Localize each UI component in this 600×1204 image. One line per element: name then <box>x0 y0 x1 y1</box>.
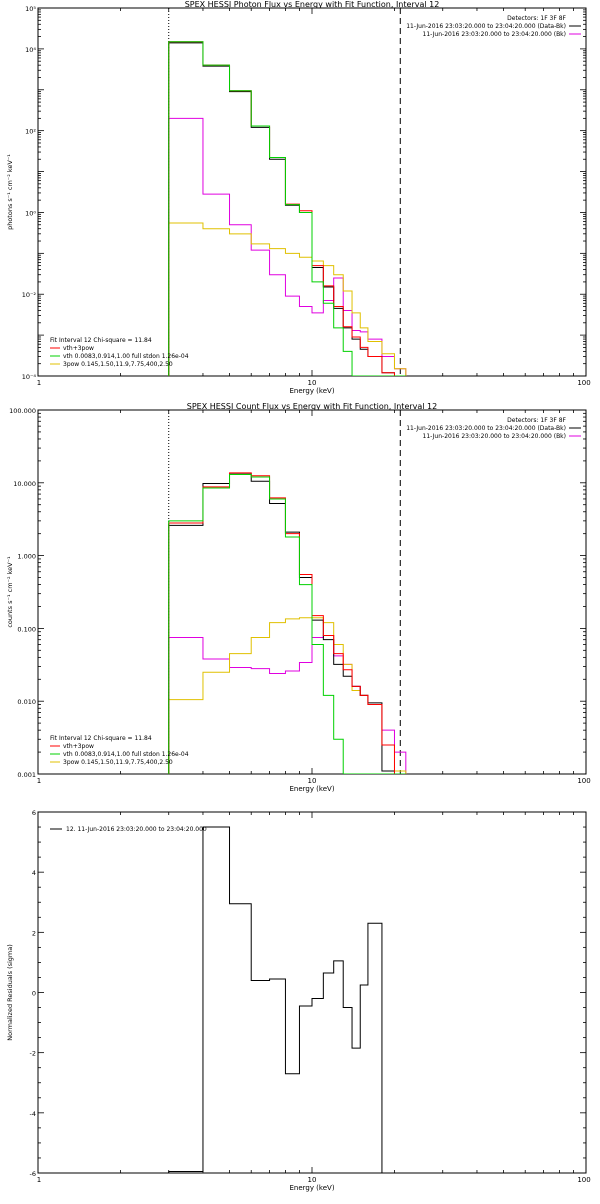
y-tick-label: 10.000 <box>13 480 36 488</box>
y-tick-label: 10⁵ <box>25 5 36 13</box>
legend-data-label: 11-Jun-2016 23:03:20.000 to 23:04:20.000… <box>406 425 566 432</box>
chart-panel-3: 1 10 100 Energy (keV) -6 -4 -2 0 2 4 6 Normalized R… <box>6 809 591 1192</box>
y-tick-label: 2 <box>32 929 36 937</box>
chart-panel-2: 1 10 100 Energy (keV) 0.001 0.010 0.100 1.000 10… <box>6 402 591 793</box>
legend-fit-label: Fit Interval 12 Chi-square = 11.84 <box>50 735 152 742</box>
x-tick-label: 10 <box>308 777 317 785</box>
y-tick-label: 0.001 <box>17 771 36 779</box>
plot-frame <box>37 811 587 1174</box>
legend-bk-label: 11-Jun-2016 23:03:20.000 to 23:04:20.000… <box>423 433 566 440</box>
y-axis-label: Normalized Residuals (sigma) <box>6 944 14 1041</box>
legend-left: 12. 11-Jun-2016 23:03:20.000 to 23:04:20… <box>50 826 207 833</box>
series-vth-3pow <box>168 472 406 774</box>
series-data <box>168 472 406 774</box>
y-tick-label: 100.000 <box>9 407 36 415</box>
series-group <box>168 826 406 1173</box>
x-tick-label: 10 <box>308 379 317 387</box>
y-tick-label: 1.000 <box>17 553 36 561</box>
y-axis-ticks <box>38 9 586 377</box>
x-tick-label: 1 <box>37 777 41 785</box>
y-tick-label: 4 <box>32 869 36 877</box>
x-tick-label: 100 <box>577 777 590 785</box>
series-vth <box>168 41 406 376</box>
series-3pow <box>168 222 407 376</box>
x-axis-ticks <box>37 812 574 1173</box>
y-tick-label: 10⁴ <box>25 46 36 54</box>
legend-left: Fit Interval 12 Chi-square = 11.84vth+3p… <box>50 735 189 766</box>
series-3pow <box>168 617 407 774</box>
y-tick-label: -6 <box>30 1170 36 1178</box>
series-vth <box>168 474 406 774</box>
series-data <box>168 42 406 376</box>
x-axis-ticks <box>37 410 574 774</box>
series-vth-3pow <box>168 41 406 376</box>
y-tick-label: 10⁰ <box>25 209 36 217</box>
x-axis-ticks <box>37 8 574 376</box>
x-tick-label: 100 <box>577 1176 590 1184</box>
series-bk <box>168 117 407 376</box>
y-tick-label: 10⁻² <box>22 291 37 299</box>
series-12-11-jun-2016-23-03-20-000-to-23-04-20-000 <box>168 826 406 1173</box>
x-axis-label: Energy (keV) <box>289 387 334 395</box>
legend-bk-label: 11-Jun-2016 23:03:20.000 to 23:04:20.000… <box>423 31 566 38</box>
y-tick-label: 0.010 <box>17 698 36 706</box>
chart-panel-1: 1 10 100 Energy (keV) 10⁻⁴ 10⁻² 10⁰ 10² 10⁴ 10⁵ ph… <box>6 0 591 395</box>
legend-vth-label: vth 0.0083,0.914,1.00 full stdon 1.26e-0… <box>63 751 189 758</box>
y-tick-label: 10² <box>25 128 36 136</box>
legend-total-label: vth+3pow <box>63 345 94 352</box>
legend-vth-label: vth 0.0083,0.914,1.00 full stdon 1.26e-0… <box>63 353 189 360</box>
legend-pow-label: 3pow 0.145,1.50,11.9,7.75,400,2.50 <box>63 759 173 766</box>
chart-title: SPEX HESSI Photon Flux vs Energy with Fi… <box>185 0 440 9</box>
y-axis-ticks <box>38 412 586 775</box>
y-tick-label: 0 <box>32 990 36 998</box>
series-group <box>168 472 407 774</box>
x-axis-label: Energy (keV) <box>289 1184 334 1192</box>
x-tick-label: 10 <box>308 1176 317 1184</box>
y-axis-label: photons s⁻¹ cm⁻² keV⁻¹ <box>6 154 14 230</box>
legend-fit-label: Fit Interval 12 Chi-square = 11.84 <box>50 337 152 344</box>
x-axis-label: Energy (keV) <box>289 785 334 793</box>
y-tick-label: -2 <box>30 1050 36 1058</box>
y-tick-label: 10⁻⁴ <box>22 373 37 381</box>
legend-detectors: Detectors: 1F 3F 8F <box>507 417 566 424</box>
series-group <box>168 41 407 376</box>
legend-left: Fit Interval 12 Chi-square = 11.84vth+3p… <box>50 337 189 368</box>
plot-frame <box>37 7 587 377</box>
y-tick-label: 6 <box>32 809 36 817</box>
x-tick-label: 100 <box>577 379 590 387</box>
x-tick-label: 1 <box>37 379 41 387</box>
chart-title: SPEX HESSI Count Flux vs Energy with Fit… <box>187 402 438 411</box>
legend-pow-label: 3pow 0.145,1.50,11.9,7.75,400,2.50 <box>63 361 173 368</box>
legend-detectors: Detectors: 1F 3F 8F <box>507 15 566 22</box>
y-axis-label: counts s⁻¹ cm⁻² keV⁻¹ <box>6 556 14 628</box>
legend-residual-label: 12. 11-Jun-2016 23:03:20.000 to 23:04:20… <box>66 826 207 833</box>
y-tick-label: -4 <box>30 1110 36 1118</box>
x-tick-label: 1 <box>37 1176 41 1184</box>
legend-total-label: vth+3pow <box>63 743 94 750</box>
legend-data-label: 11-Jun-2016 23:03:20.000 to 23:04:20.000… <box>406 23 566 30</box>
y-tick-label: 0.100 <box>17 625 36 633</box>
y-axis-ticks <box>38 811 586 1174</box>
